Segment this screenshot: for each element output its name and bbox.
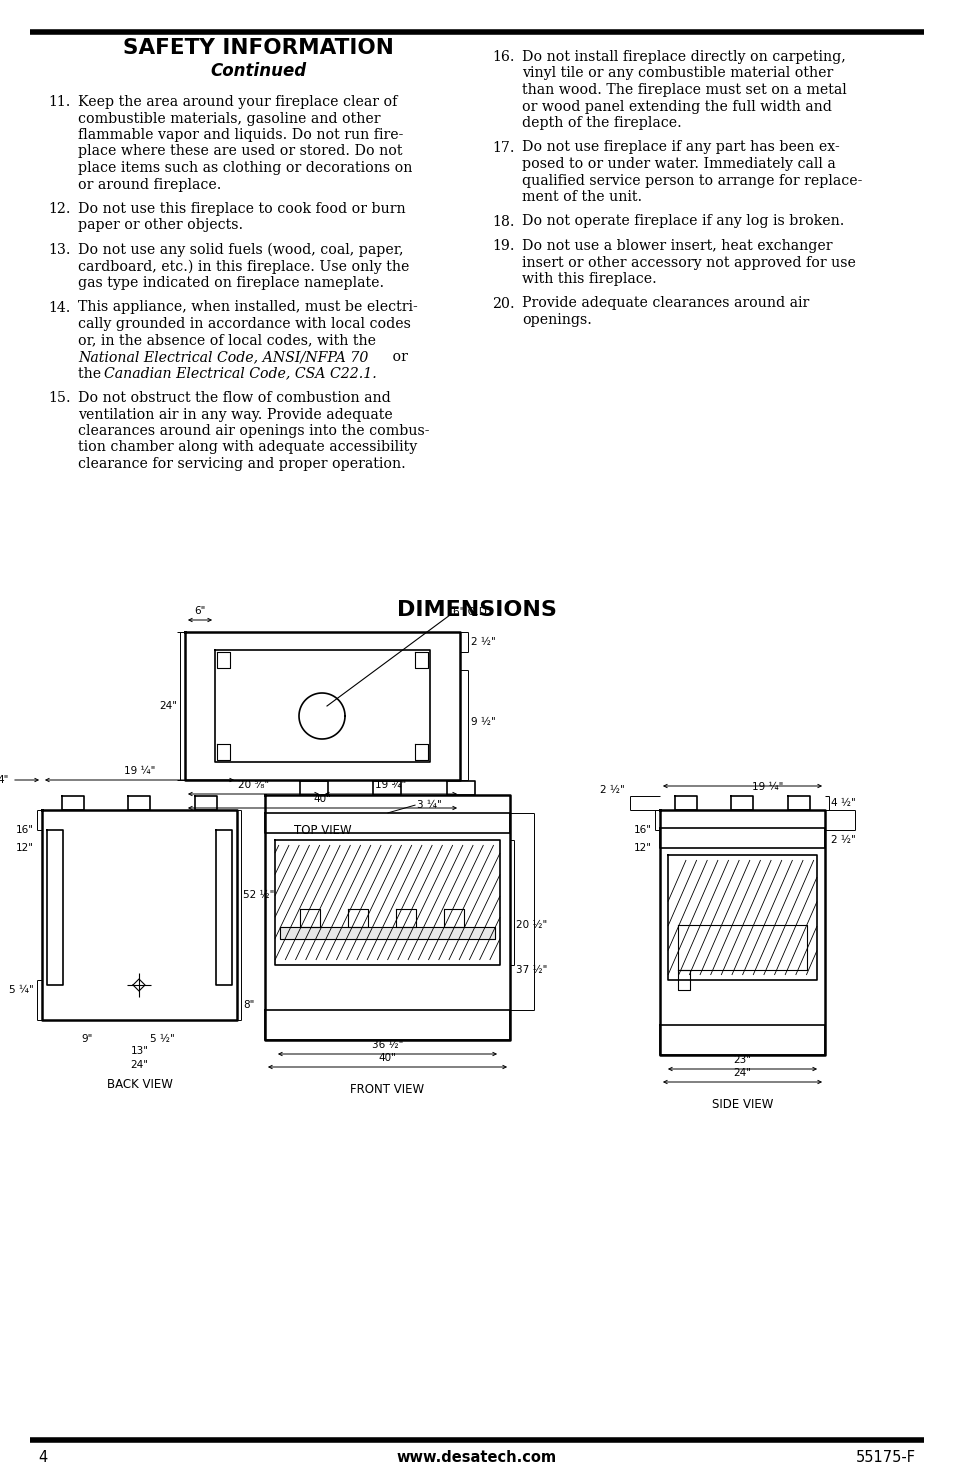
Text: Do not use fireplace if any part has been ex-: Do not use fireplace if any part has bee… xyxy=(521,140,839,155)
Text: vinyl tile or any combustible material other: vinyl tile or any combustible material o… xyxy=(521,66,832,81)
Text: 5 ½": 5 ½" xyxy=(150,1034,174,1044)
Text: 24": 24" xyxy=(733,1068,751,1078)
Polygon shape xyxy=(280,926,495,940)
Text: 12": 12" xyxy=(16,844,34,853)
Text: or around fireplace.: or around fireplace. xyxy=(78,177,221,192)
Text: 3 ¼": 3 ¼" xyxy=(417,799,442,810)
Text: Continued: Continued xyxy=(210,62,306,80)
Text: Do not obstruct the flow of combustion and: Do not obstruct the flow of combustion a… xyxy=(78,391,391,406)
Text: cardboard, etc.) in this fireplace. Use only the: cardboard, etc.) in this fireplace. Use … xyxy=(78,260,409,274)
Text: paper or other objects.: paper or other objects. xyxy=(78,218,243,233)
Text: openings.: openings. xyxy=(521,313,591,327)
Text: 19 ¾": 19 ¾" xyxy=(375,780,406,791)
Text: 19 ¼": 19 ¼" xyxy=(751,782,782,792)
Text: with this fireplace.: with this fireplace. xyxy=(521,271,656,286)
Text: or: or xyxy=(388,350,408,364)
Text: 4 ½": 4 ½" xyxy=(830,798,855,808)
Text: or, in the absence of local codes, with the: or, in the absence of local codes, with … xyxy=(78,333,375,348)
Text: clearances around air openings into the combus-: clearances around air openings into the … xyxy=(78,423,429,438)
Text: Do not use a blower insert, heat exchanger: Do not use a blower insert, heat exchang… xyxy=(521,239,832,254)
Text: ment of the unit.: ment of the unit. xyxy=(521,190,641,204)
Text: 12": 12" xyxy=(634,844,651,853)
Text: 36 ½": 36 ½" xyxy=(372,1040,403,1050)
Text: Do not install fireplace directly on carpeting,: Do not install fireplace directly on car… xyxy=(521,50,845,63)
Text: place where these are used or stored. Do not: place where these are used or stored. Do… xyxy=(78,145,402,158)
Text: Keep the area around your fireplace clear of: Keep the area around your fireplace clea… xyxy=(78,94,397,109)
Text: 14.: 14. xyxy=(48,301,71,314)
Text: 11.: 11. xyxy=(48,94,71,109)
Text: 13": 13" xyxy=(131,1046,149,1056)
Text: 16": 16" xyxy=(634,825,651,835)
Text: posed to or under water. Immediately call a: posed to or under water. Immediately cal… xyxy=(521,156,835,171)
Text: 20.: 20. xyxy=(492,296,514,311)
Text: www.desatech.com: www.desatech.com xyxy=(396,1450,557,1466)
Text: clearance for servicing and proper operation.: clearance for servicing and proper opera… xyxy=(78,457,405,471)
Text: Provide adequate clearances around air: Provide adequate clearances around air xyxy=(521,296,808,311)
Text: place items such as clothing or decorations on: place items such as clothing or decorati… xyxy=(78,161,412,176)
Text: cally grounded in accordance with local codes: cally grounded in accordance with local … xyxy=(78,317,411,330)
Text: tion chamber along with adequate accessibility: tion chamber along with adequate accessi… xyxy=(78,441,416,454)
Text: 4: 4 xyxy=(38,1450,48,1466)
Text: Do not use any solid fuels (wood, coal, paper,: Do not use any solid fuels (wood, coal, … xyxy=(78,243,403,258)
Text: 17.: 17. xyxy=(492,140,514,155)
Text: 9 ½": 9 ½" xyxy=(471,717,496,727)
Text: the: the xyxy=(78,366,106,381)
Text: TOP VIEW: TOP VIEW xyxy=(294,825,351,836)
Text: SAFETY INFORMATION: SAFETY INFORMATION xyxy=(122,38,393,58)
Text: 37 ½": 37 ½" xyxy=(516,965,547,975)
Text: qualified service person to arrange for replace-: qualified service person to arrange for … xyxy=(521,174,862,187)
Text: 55175-F: 55175-F xyxy=(855,1450,915,1466)
Text: or wood panel extending the full width and: or wood panel extending the full width a… xyxy=(521,99,831,114)
Text: combustible materials, gasoline and other: combustible materials, gasoline and othe… xyxy=(78,112,380,125)
Text: 24": 24" xyxy=(131,1061,149,1069)
Text: 24": 24" xyxy=(159,701,177,711)
Text: SIDE VIEW: SIDE VIEW xyxy=(711,1097,772,1111)
Text: 2 ½": 2 ½" xyxy=(830,835,855,845)
Text: 16.: 16. xyxy=(492,50,514,63)
Text: This appliance, when installed, must be electri-: This appliance, when installed, must be … xyxy=(78,301,417,314)
Text: 6": 6" xyxy=(194,606,206,617)
Text: 6" O.D.: 6" O.D. xyxy=(453,608,490,617)
Text: 52 ½": 52 ½" xyxy=(243,889,274,900)
Text: insert or other accessory not approved for use: insert or other accessory not approved f… xyxy=(521,255,855,270)
Text: 18.: 18. xyxy=(492,214,514,229)
Text: flammable vapor and liquids. Do not run fire-: flammable vapor and liquids. Do not run … xyxy=(78,128,403,142)
Text: 20 ⁵⁄₈": 20 ⁵⁄₈" xyxy=(237,780,269,791)
Text: 15.: 15. xyxy=(48,391,71,406)
Text: Do not use this fireplace to cook food or burn: Do not use this fireplace to cook food o… xyxy=(78,202,405,215)
Text: Do not operate fireplace if any log is broken.: Do not operate fireplace if any log is b… xyxy=(521,214,843,229)
Text: 2 ½": 2 ½" xyxy=(599,785,624,795)
Text: 19.: 19. xyxy=(492,239,514,254)
Text: National Electrical Code, ANSI/NFPA 70: National Electrical Code, ANSI/NFPA 70 xyxy=(78,350,368,364)
Text: 2 ½": 2 ½" xyxy=(471,637,496,648)
Text: 4": 4" xyxy=(0,774,9,785)
Text: 23": 23" xyxy=(733,1055,751,1065)
Text: 19 ¼": 19 ¼" xyxy=(124,766,155,776)
Text: depth of the fireplace.: depth of the fireplace. xyxy=(521,117,681,130)
Text: 8": 8" xyxy=(243,1000,254,1010)
Text: 12.: 12. xyxy=(48,202,71,215)
Text: DIMENSIONS: DIMENSIONS xyxy=(396,600,557,620)
Text: ventilation air in any way. Provide adequate: ventilation air in any way. Provide adeq… xyxy=(78,407,393,422)
Text: 13.: 13. xyxy=(48,243,71,257)
Text: 40": 40" xyxy=(314,794,331,804)
Text: 40": 40" xyxy=(378,1053,396,1063)
Text: FRONT VIEW: FRONT VIEW xyxy=(350,1083,424,1096)
Text: than wood. The fireplace must set on a metal: than wood. The fireplace must set on a m… xyxy=(521,83,846,97)
Text: 9": 9" xyxy=(81,1034,92,1044)
Text: 16": 16" xyxy=(16,825,34,835)
Text: Canadian Electrical Code, CSA C22.1.: Canadian Electrical Code, CSA C22.1. xyxy=(104,366,376,381)
Text: 20 ½": 20 ½" xyxy=(516,920,547,931)
Text: gas type indicated on fireplace nameplate.: gas type indicated on fireplace nameplat… xyxy=(78,276,384,291)
Text: BACK VIEW: BACK VIEW xyxy=(107,1078,172,1092)
Text: 5 ¼": 5 ¼" xyxy=(10,985,34,996)
